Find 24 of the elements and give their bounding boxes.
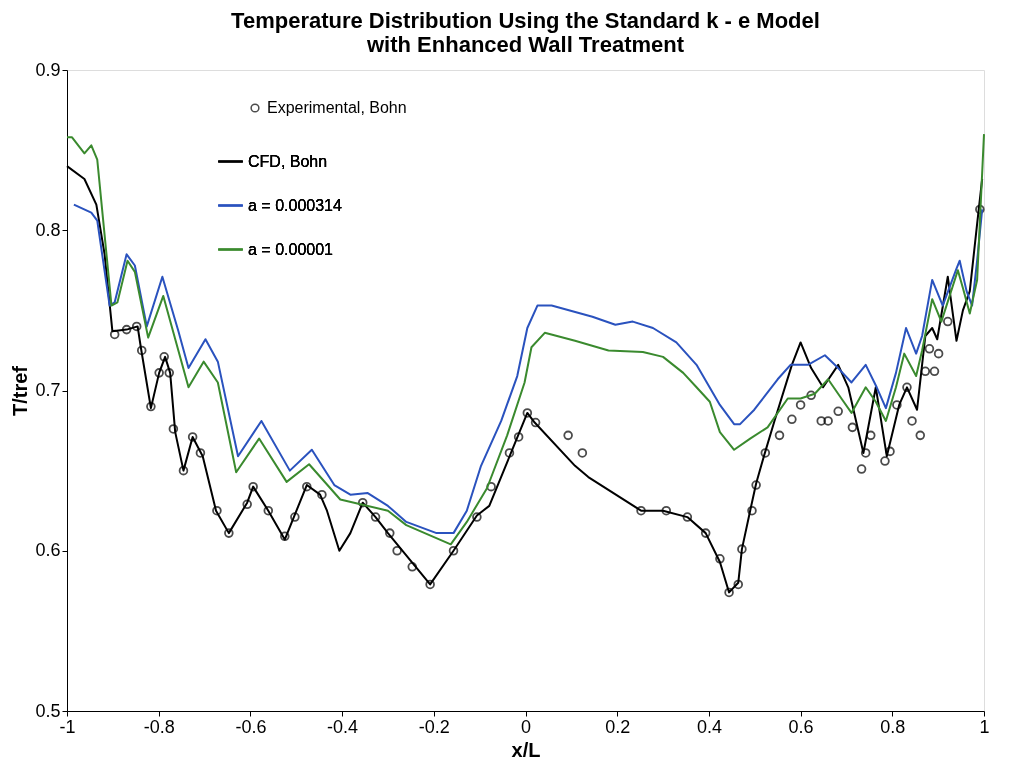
x-tick-label: 0.6 — [788, 716, 814, 737]
y-tick-label: 0.8 — [35, 219, 61, 240]
x-tick-label: -0.8 — [143, 716, 175, 737]
x-axis-title: x/L — [511, 738, 541, 761]
x-tick-label: -0.4 — [327, 716, 359, 737]
x-tick-label: -0.2 — [418, 716, 450, 737]
x-tick-label: 0.2 — [605, 716, 631, 737]
x-tick-label: 0.8 — [880, 716, 906, 737]
line-series — [66, 133, 985, 546]
legend-label: CFD, Bohn — [248, 152, 328, 170]
legend-label: a = 0.00001 — [248, 240, 334, 258]
x-tick-label: 0 — [520, 716, 532, 737]
y-tick-label: 0.6 — [35, 540, 61, 561]
x-tick-label: 0.4 — [696, 716, 722, 737]
x-tick-label: -1 — [59, 716, 76, 737]
x-tick-label: -0.6 — [235, 716, 267, 737]
legend-label: a = 0.000314 — [248, 196, 342, 214]
y-tick-label: 0.5 — [35, 700, 61, 721]
y-axis-title: T/tref — [9, 365, 32, 416]
legend-label: Experimental, Bohn — [267, 99, 407, 116]
y-tick-label: 0.9 — [35, 59, 61, 80]
x-tick-label: 1 — [979, 716, 990, 737]
y-tick-label: 0.7 — [35, 380, 61, 400]
chart-title: Temperature Distribution Using the Standard k - e Model with Enhanced Wall Treatment — [231, 8, 820, 57]
